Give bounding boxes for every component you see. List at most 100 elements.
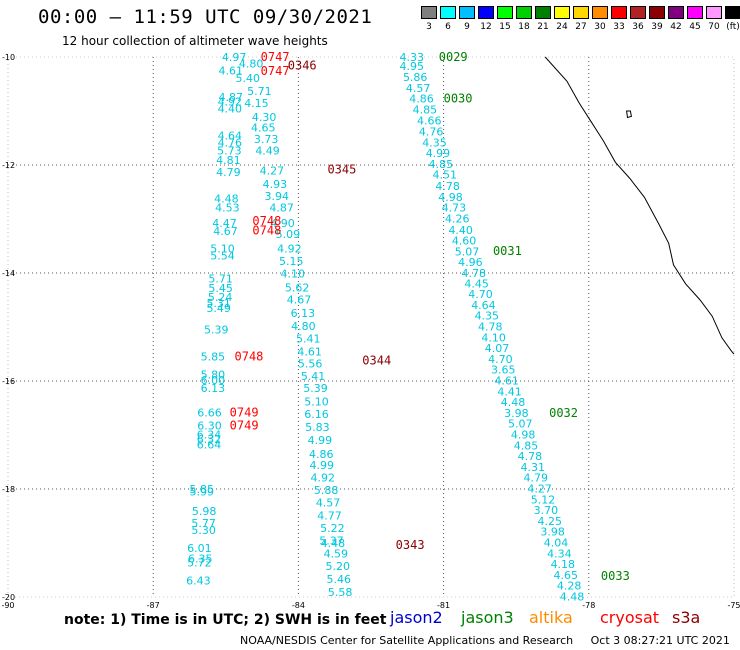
color-scale-label: 70 xyxy=(708,22,720,32)
island-outline xyxy=(626,110,632,119)
coastline xyxy=(544,56,735,355)
swh-value: 5.41 xyxy=(296,332,321,345)
color-scale-label: 21 xyxy=(537,22,549,32)
swh-value: 4.98 xyxy=(438,191,463,204)
swh-value: 4.95 xyxy=(400,60,425,73)
swh-value: 6.35 xyxy=(188,553,213,566)
swh-value: 4.99 xyxy=(310,459,335,472)
swh-value: 4.86 xyxy=(309,448,334,461)
swh-value: 4.35 xyxy=(422,136,447,149)
pass-time-label: 0747 xyxy=(261,64,290,78)
swh-value: 4.59 xyxy=(324,547,349,560)
swh-value: 5.24 xyxy=(208,291,233,304)
swh-value: 4.48 xyxy=(214,192,239,205)
color-scale-label: 27 xyxy=(575,22,587,32)
swh-value: 4.53 xyxy=(215,202,240,215)
swh-value: 4.10 xyxy=(481,331,506,344)
pass-time-label: 0748 xyxy=(252,223,281,237)
swh-value: 4.65 xyxy=(553,569,578,582)
swh-value: 5.10 xyxy=(304,396,329,409)
swh-value: 4.33 xyxy=(400,51,425,64)
swh-value: 4.73 xyxy=(442,202,467,215)
color-scale-swatch xyxy=(516,6,532,19)
generated-timestamp: Oct 3 08:27:21 UTC 2021 xyxy=(590,634,730,647)
swh-value: 4.67 xyxy=(287,293,312,306)
color-scale-swatch xyxy=(421,6,437,19)
swh-value: 4.34 xyxy=(547,547,572,560)
swh-value: 4.78 xyxy=(478,320,503,333)
swh-value: 5.77 xyxy=(191,517,216,530)
swh-value: 4.87 xyxy=(269,202,294,215)
swh-value: 5.09 xyxy=(276,228,301,241)
swh-value: 4.79 xyxy=(216,166,241,179)
pass-time-label: 0346 xyxy=(288,59,317,73)
swh-value: 6.32 xyxy=(197,433,222,446)
swh-value: 5.83 xyxy=(305,421,330,434)
swh-value: 4.51 xyxy=(432,169,457,182)
color-scale: 3 6 9 12 15 18 21 24 27 30 33 36 39 42 45 70 (ft) xyxy=(421,6,740,36)
footnote: note: 1) Time is in UTC; 2) SWH is in fe… xyxy=(64,612,387,628)
axis-tick-labels: -90 -87 -84 -81 -78 -75 -10 -12 -14 -16 -18 -20 xyxy=(1,53,740,610)
swh-value: 4.04 xyxy=(544,536,569,549)
chart-title: 00:00 – 11:59 UTC 09/30/2021 xyxy=(38,6,373,28)
swh-value: 6.43 xyxy=(186,574,211,587)
color-scale-label: 6 xyxy=(445,22,451,32)
swh-value: 4.48 xyxy=(560,590,585,603)
y-tick-label: -18 xyxy=(2,485,15,494)
swh-value: 4.40 xyxy=(448,224,473,237)
x-tick-label: -75 xyxy=(727,601,740,610)
swh-value: 4.10 xyxy=(280,268,305,281)
swh-value: 5.15 xyxy=(279,255,304,268)
swh-value: 3.98 xyxy=(504,407,528,420)
swh-value: 3.70 xyxy=(534,504,559,517)
y-tick-label: -10 xyxy=(2,53,15,62)
swh-value: 5.54 xyxy=(210,250,235,263)
swh-value: 5.86 xyxy=(403,71,428,84)
pass-time-label: 0345 xyxy=(327,162,356,176)
pass-time-label: 0033 xyxy=(601,569,630,583)
swh-value: 5.41 xyxy=(301,370,326,383)
color-scale-swatch xyxy=(592,6,608,19)
x-tick-label: -78 xyxy=(582,601,595,610)
swh-value: 4.86 xyxy=(409,93,434,106)
y-tick-label: -20 xyxy=(2,593,15,602)
swh-value: 4.27 xyxy=(527,482,552,495)
swh-value: 4.40 xyxy=(218,102,243,115)
y-tick-label: -16 xyxy=(2,377,15,386)
swh-value: 4.80 xyxy=(239,57,263,70)
color-scale-label: 30 xyxy=(594,22,606,32)
swh-value: 4.81 xyxy=(216,154,241,167)
swh-value: 4.18 xyxy=(551,558,576,571)
color-scale-swatch xyxy=(535,6,551,19)
swh-value: 4.93 xyxy=(263,178,288,191)
color-scale-label: 33 xyxy=(613,22,625,32)
swh-value: 5.99 xyxy=(190,486,215,499)
pass-time-label: 0343 xyxy=(396,538,425,552)
swh-value: 6.13 xyxy=(201,382,226,395)
credit-org: NOAA/NESDIS Center for Satellite Applica… xyxy=(240,634,574,647)
swh-value: 5.12 xyxy=(531,493,556,506)
color-scale-label: 15 xyxy=(499,22,511,32)
swh-value: 4.79 xyxy=(523,472,548,485)
color-scale-swatch xyxy=(668,6,684,19)
swh-value: 4.78 xyxy=(518,450,543,463)
swh-value: 6.64 xyxy=(197,439,222,452)
color-scale-label: 42 xyxy=(670,22,682,32)
swh-value: 4.76 xyxy=(419,126,444,139)
swh-value: 4.48 xyxy=(501,396,526,409)
swh-value: 4.85 xyxy=(429,158,454,171)
y-tick-label: -14 xyxy=(2,269,15,278)
color-scale-swatch xyxy=(459,6,475,19)
swh-value: 5.39 xyxy=(303,382,328,395)
swh-value: 4.85 xyxy=(413,103,438,116)
swh-value: 4.96 xyxy=(458,256,483,269)
swh-value: 4.61 xyxy=(219,65,244,78)
pass-time-label: 0749 xyxy=(230,405,259,419)
swh-value: 5.37 xyxy=(319,534,344,547)
swh-value: 4.57 xyxy=(406,82,431,95)
color-scale-swatch xyxy=(687,6,703,19)
swh-value: 5.71 xyxy=(247,85,272,98)
swh-value: 5.98 xyxy=(192,505,217,518)
